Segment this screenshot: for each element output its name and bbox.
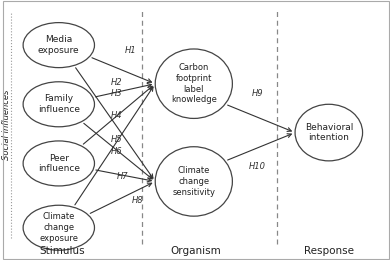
Text: H6: H6 <box>111 147 122 156</box>
Text: Carbon
footprint
label
knowledge: Carbon footprint label knowledge <box>171 63 217 104</box>
Text: Climate
change
exposure: Climate change exposure <box>39 212 78 243</box>
Text: Social influences: Social influences <box>2 90 11 160</box>
Ellipse shape <box>295 104 363 161</box>
Text: Stimulus: Stimulus <box>40 246 85 256</box>
Text: Media
exposure: Media exposure <box>38 35 80 55</box>
Text: H7: H7 <box>117 172 128 181</box>
Ellipse shape <box>23 23 94 68</box>
Ellipse shape <box>155 147 232 216</box>
Text: Behavioral
intention: Behavioral intention <box>305 123 353 142</box>
Text: H8: H8 <box>132 196 144 205</box>
Text: H1: H1 <box>124 46 136 55</box>
Text: Organism: Organism <box>170 246 221 256</box>
Text: Peer
influence: Peer influence <box>38 154 80 173</box>
Text: H4: H4 <box>111 111 122 120</box>
Text: Climate
change
sensitivity: Climate change sensitivity <box>172 166 215 197</box>
Text: Family
influence: Family influence <box>38 94 80 114</box>
Text: H3: H3 <box>111 89 122 99</box>
Text: H2: H2 <box>111 78 122 87</box>
Ellipse shape <box>23 141 94 186</box>
Text: H9: H9 <box>252 89 263 99</box>
Ellipse shape <box>23 82 94 127</box>
Text: H5: H5 <box>111 134 122 144</box>
Text: H10: H10 <box>249 161 266 171</box>
Ellipse shape <box>155 49 232 118</box>
Text: Response: Response <box>304 246 354 256</box>
Ellipse shape <box>23 205 94 250</box>
